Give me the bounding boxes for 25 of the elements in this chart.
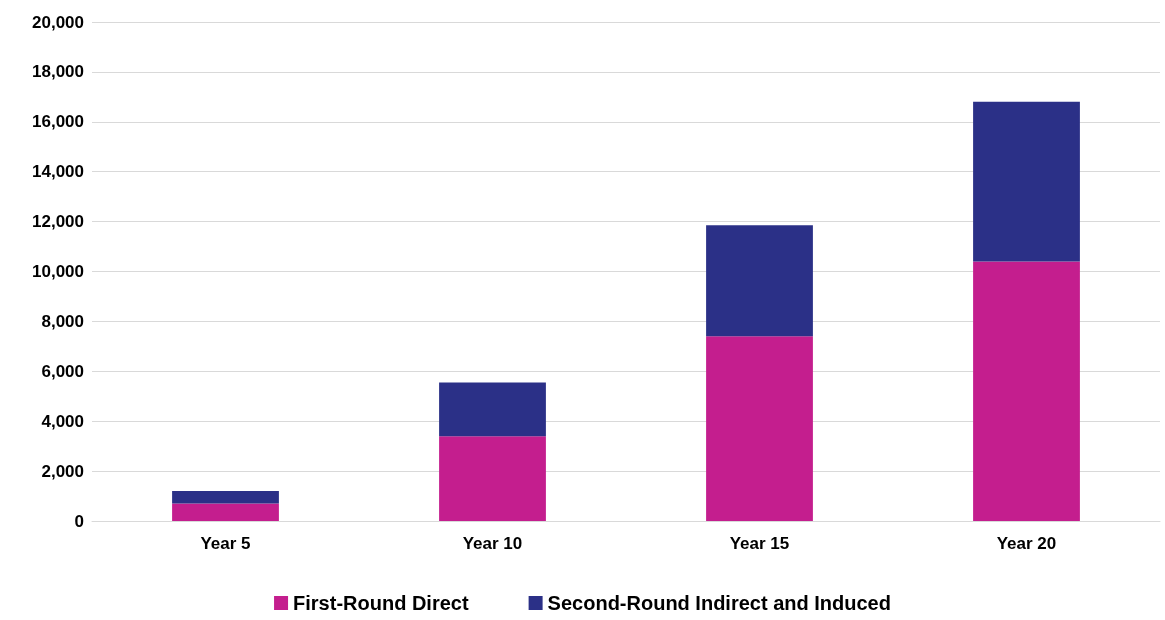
y-tick-label: 8,000 (41, 311, 84, 331)
bar (172, 491, 279, 504)
y-tick-label: 20,000 (32, 12, 84, 32)
y-tick-label: 10,000 (32, 262, 84, 281)
y-tick-label: 12,000 (32, 212, 84, 232)
y-tick-label: 0 (74, 511, 84, 531)
x-tick-label: Year 5 (200, 534, 251, 553)
bar (973, 101, 1080, 262)
bar (706, 336, 813, 521)
y-tick-label: 4,000 (41, 411, 84, 431)
bar (973, 261, 1080, 521)
x-tick-label: Year 15 (729, 534, 790, 553)
legend-label: Second-Round Indirect and Induced (547, 592, 891, 614)
y-tick-label: 14,000 (32, 162, 84, 182)
bar (439, 436, 546, 521)
x-tick-label: Year 10 (462, 534, 523, 553)
y-tick-label: 18,000 (32, 62, 84, 82)
y-tick-label: 2,000 (41, 461, 84, 481)
bar (439, 382, 546, 437)
y-tick-label: 6,000 (41, 361, 84, 381)
bar (706, 225, 813, 337)
legend-label: First-Round Direct (293, 592, 469, 614)
x-tick-label: Year 20 (996, 534, 1057, 553)
y-tick-label: 16,000 (32, 112, 84, 132)
bar (172, 503, 279, 521)
